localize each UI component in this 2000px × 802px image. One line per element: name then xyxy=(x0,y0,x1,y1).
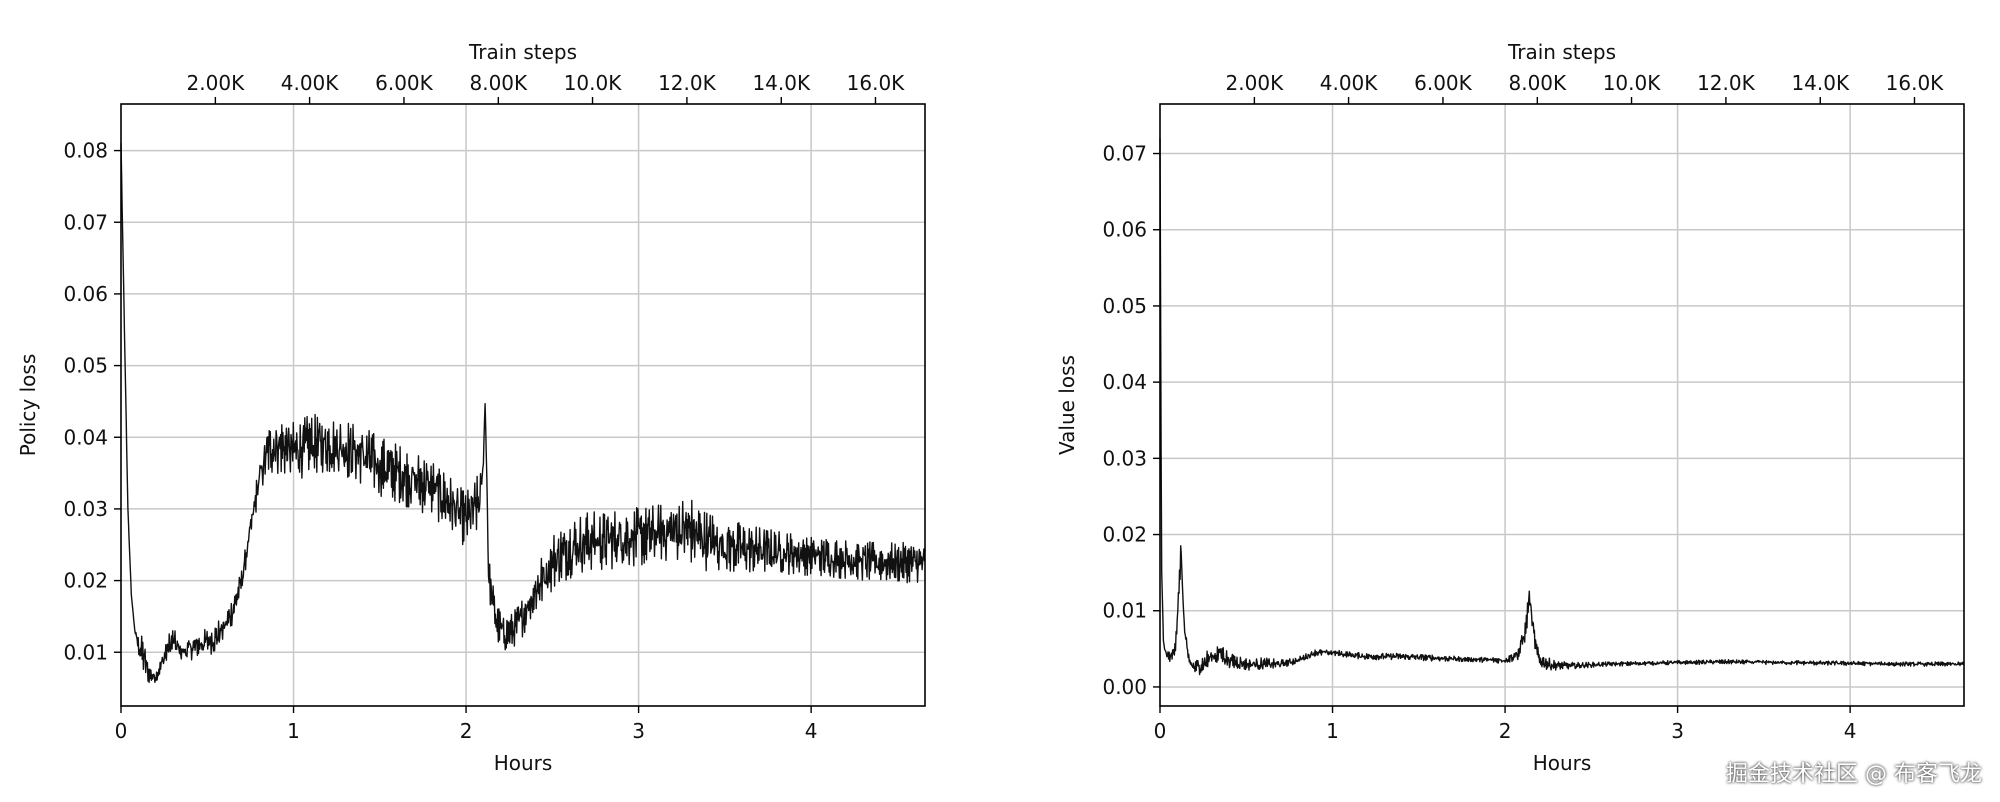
x2-tick-label: 12.0K xyxy=(1697,71,1756,95)
y-tick-label: 0.07 xyxy=(63,210,108,234)
x-axis-title: Hours xyxy=(1533,751,1592,775)
x-tick-label: 0 xyxy=(115,719,128,743)
x2-tick-label: 14.0K xyxy=(752,71,811,95)
x2-tick-label: 10.0K xyxy=(1603,71,1662,95)
y-tick-label: 0.06 xyxy=(63,282,108,306)
x-tick-label: 2 xyxy=(1499,719,1512,743)
y-tick-label: 0.02 xyxy=(1102,523,1147,547)
y-tick-label: 0.02 xyxy=(63,569,108,593)
watermark-text: 掘金技术社区 @ 布客飞龙 xyxy=(1726,762,1982,787)
y-axis-title: Policy loss xyxy=(16,354,40,457)
y-tick-label: 0.01 xyxy=(63,640,108,664)
x2-tick-label: 16.0K xyxy=(847,71,906,95)
x2-tick-label: 8.00K xyxy=(1508,71,1567,95)
x2-tick-label: 2.00K xyxy=(1226,71,1285,95)
x-tick-label: 4 xyxy=(805,719,818,743)
x2-tick-label: 4.00K xyxy=(281,71,340,95)
x2-axis-title: Train steps xyxy=(1507,40,1616,64)
series-line-0 xyxy=(120,143,926,684)
y-tick-label: 0.03 xyxy=(1102,446,1147,470)
x-tick-label: 4 xyxy=(1844,719,1857,743)
x2-tick-label: 6.00K xyxy=(375,71,434,95)
y-tick-label: 0.04 xyxy=(63,425,108,449)
x2-tick-label: 2.00K xyxy=(187,71,246,95)
x2-tick-label: 16.0K xyxy=(1886,71,1945,95)
x-tick-label: 3 xyxy=(632,719,645,743)
x-tick-label: 1 xyxy=(1326,719,1339,743)
y-tick-label: 0.01 xyxy=(1102,599,1147,623)
y-tick-label: 0.04 xyxy=(1102,370,1147,394)
y-tick-label: 0.03 xyxy=(63,497,108,521)
x-axis-title: Hours xyxy=(494,751,553,775)
y-tick-label: 0.00 xyxy=(1102,675,1147,699)
x2-tick-label: 14.0K xyxy=(1791,71,1850,95)
x2-axis-title: Train steps xyxy=(468,40,577,64)
x-tick-label: 1 xyxy=(287,719,300,743)
x2-tick-label: 10.0K xyxy=(564,71,623,95)
x-tick-label: 3 xyxy=(1671,719,1684,743)
series-line-0 xyxy=(1159,138,1965,676)
x2-tick-label: 6.00K xyxy=(1414,71,1473,95)
chart-0: 0 1 2 3 4 0.01 0.02 0.03 0.04 0.05 0.06 0.07 0.08 2.0… xyxy=(16,40,926,775)
x-tick-label: 2 xyxy=(460,719,473,743)
y-tick-label: 0.08 xyxy=(63,139,108,163)
plot-frame xyxy=(1159,103,1965,707)
x2-tick-label: 4.00K xyxy=(1320,71,1379,95)
x2-tick-label: 12.0K xyxy=(658,71,717,95)
x2-tick-label: 8.00K xyxy=(469,71,528,95)
x-tick-label: 0 xyxy=(1154,719,1167,743)
y-tick-label: 0.07 xyxy=(1102,142,1147,166)
y-tick-label: 0.06 xyxy=(1102,218,1147,242)
y-tick-label: 0.05 xyxy=(1102,294,1147,318)
plot-frame xyxy=(120,103,926,707)
y-axis-title: Value loss xyxy=(1055,355,1079,455)
chart-1: 0 1 2 3 4 0.00 0.01 0.02 0.03 0.04 0.05 0.06 0.07 2.0… xyxy=(1055,40,1965,775)
y-tick-label: 0.05 xyxy=(63,354,108,378)
